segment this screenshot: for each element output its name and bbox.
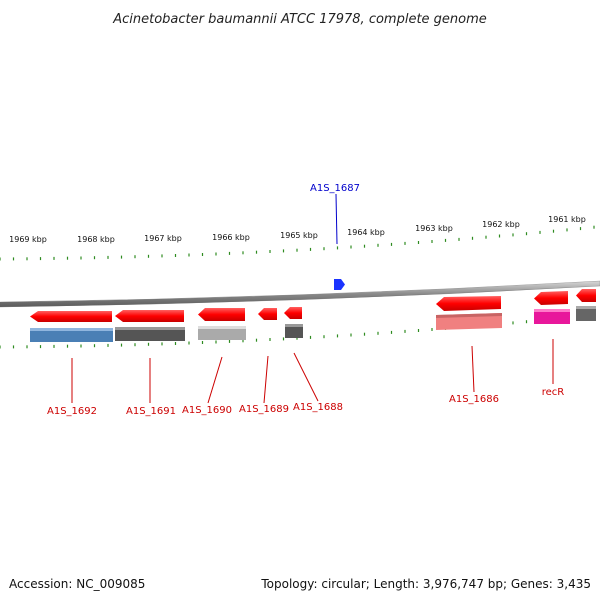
gene-A1S_1688-arrow[interactable]	[284, 307, 302, 319]
ruler-label-1962: 1962 kbp	[482, 220, 520, 229]
product-bar-highlight	[198, 326, 246, 329]
product-bar-edge[interactable]	[576, 306, 596, 321]
gene-A1S_1687-arrow[interactable]	[334, 279, 345, 290]
ruler-label-1967: 1967 kbp	[144, 234, 182, 243]
product-bars	[30, 306, 596, 342]
gene-label-recR[interactable]: recR	[542, 387, 565, 398]
leader-A1S_1690	[207, 356, 223, 404]
gene-label-A1S_1688[interactable]: A1S_1688	[293, 402, 343, 413]
genome-backbone	[0, 280, 600, 308]
ruler-ticks-top	[0, 225, 595, 261]
product-bar-highlight	[576, 306, 596, 309]
product-bar-A1S_1690[interactable]	[198, 326, 246, 340]
leader-A1S_1689	[263, 355, 269, 404]
gene-label-A1S_1691[interactable]: A1S_1691	[126, 406, 176, 417]
leader-lines	[71, 339, 554, 404]
ruler-label-1966: 1966 kbp	[212, 233, 250, 242]
leader-A1S_1687	[335, 193, 338, 245]
product-bar-A1S_1691[interactable]	[115, 327, 185, 341]
gene-arrows	[30, 289, 596, 322]
genome-title: Acinetobacter baumannii ATCC 17978, comp…	[112, 12, 487, 27]
gene-A1S_1691-arrow[interactable]	[115, 310, 184, 322]
leader-A1S_1686	[471, 345, 475, 393]
gene-A1S_1692-arrow[interactable]	[30, 311, 112, 322]
gene-label-A1S_1689[interactable]: A1S_1689	[239, 404, 289, 415]
leader-A1S_1688	[293, 352, 319, 402]
gene-label-A1S_1690[interactable]: A1S_1690	[182, 405, 232, 416]
ruler-label-1964: 1964 kbp	[347, 228, 385, 237]
gene-recR-arrow[interactable]	[534, 291, 568, 305]
ruler-label-1968: 1968 kbp	[77, 235, 115, 244]
product-bar-A1S_1692[interactable]	[30, 328, 113, 342]
gene-label-A1S_1686[interactable]: A1S_1686	[449, 394, 499, 405]
topology-summary: Topology: circular; Length: 3,976,747 bp…	[261, 577, 591, 591]
gene-label-A1S_1687[interactable]: A1S_1687	[310, 183, 360, 194]
gene-label-A1S_1692[interactable]: A1S_1692	[47, 406, 97, 417]
product-bar-A1S_1688[interactable]	[285, 324, 303, 338]
gene-edge-arrow[interactable]	[576, 289, 596, 302]
ruler-label-1965: 1965 kbp	[280, 231, 318, 240]
gene-A1S_1686-arrow[interactable]	[436, 296, 501, 311]
product-bar-recR[interactable]	[534, 309, 570, 324]
accession-text: Accession: NC_009085	[9, 577, 146, 591]
product-bar-highlight	[30, 328, 113, 331]
product-bar-highlight	[115, 327, 185, 330]
product-bar-highlight	[285, 324, 303, 327]
ruler-label-1969: 1969 kbp	[9, 235, 47, 244]
gene-A1S_1690-arrow[interactable]	[198, 308, 245, 321]
gene-A1S_1689-arrow[interactable]	[258, 308, 277, 320]
ruler-label-1963: 1963 kbp	[415, 224, 453, 233]
product-bar-highlight	[534, 309, 570, 312]
product-bar-highlight	[436, 313, 502, 318]
ruler-label-1961: 1961 kbp	[548, 215, 586, 224]
